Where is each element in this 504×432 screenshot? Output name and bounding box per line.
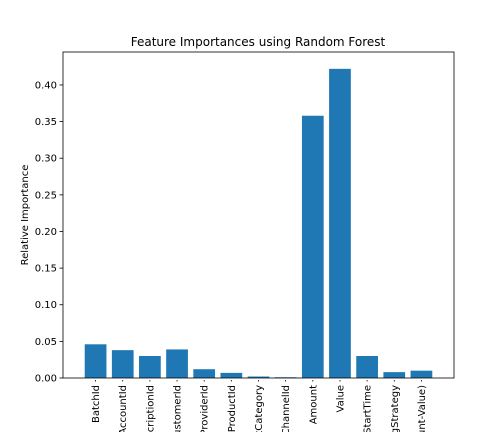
x-tick-label: ProviderId	[200, 385, 211, 432]
x-tick-label: abs(Amount-Value)	[417, 385, 428, 432]
bar-abs-amount-value-	[410, 370, 433, 378]
bar-providerid	[193, 369, 216, 378]
x-tick-label: ChannelId	[281, 385, 292, 432]
y-ticks-group: 0.00 0.05 0.10 0.15 0.20 0.25 0.30 0.35 0.40	[35, 80, 63, 385]
chart-title: Feature Importances using Random Forest	[131, 35, 386, 49]
y-tick-label: 0.35	[35, 117, 57, 128]
x-tick-label: PricingStrategy	[390, 385, 401, 432]
x-tick-label: CustomerId	[173, 385, 184, 432]
y-tick-label: 0.00	[35, 374, 57, 385]
bar-amount	[301, 115, 324, 378]
x-tick-label: Value	[335, 385, 346, 412]
x-tick-label: ProductCategory	[254, 385, 265, 432]
bar-pricingstrategy	[383, 372, 406, 378]
x-tick-label: TransactionStartTime	[363, 385, 374, 432]
x-tick-label: ProductId	[227, 385, 238, 432]
y-tick-label: 0.25	[35, 190, 57, 201]
x-tick-label: Amount	[308, 385, 319, 424]
x-tick-label: SubscriptionId	[145, 385, 156, 432]
bar-accountid	[111, 350, 134, 378]
x-tick-label: AccountId	[118, 385, 129, 432]
y-tick-label: 0.10	[35, 300, 57, 311]
y-tick-label: 0.30	[35, 154, 57, 165]
bar-value	[329, 68, 351, 378]
bar-customerid	[166, 349, 188, 378]
bar-transactionstarttime	[356, 356, 378, 378]
y-tick-label: 0.15	[35, 264, 57, 275]
y-tick-label: 0.05	[35, 337, 57, 348]
x-ticks-group: BatchId AccountId SubscriptionId CustomerId…	[91, 380, 428, 432]
bar-productid	[220, 372, 243, 378]
plot-frame	[62, 51, 455, 379]
bar-productcategory	[247, 376, 270, 378]
y-axis-label: Relative Importance	[20, 165, 31, 266]
bar-batchid	[84, 344, 107, 378]
x-tick-label: BatchId	[91, 385, 102, 423]
bars-group	[84, 68, 433, 378]
bar-subscriptionid	[139, 356, 161, 378]
y-tick-label: 0.40	[35, 80, 57, 91]
y-tick-label: 0.20	[35, 227, 57, 238]
